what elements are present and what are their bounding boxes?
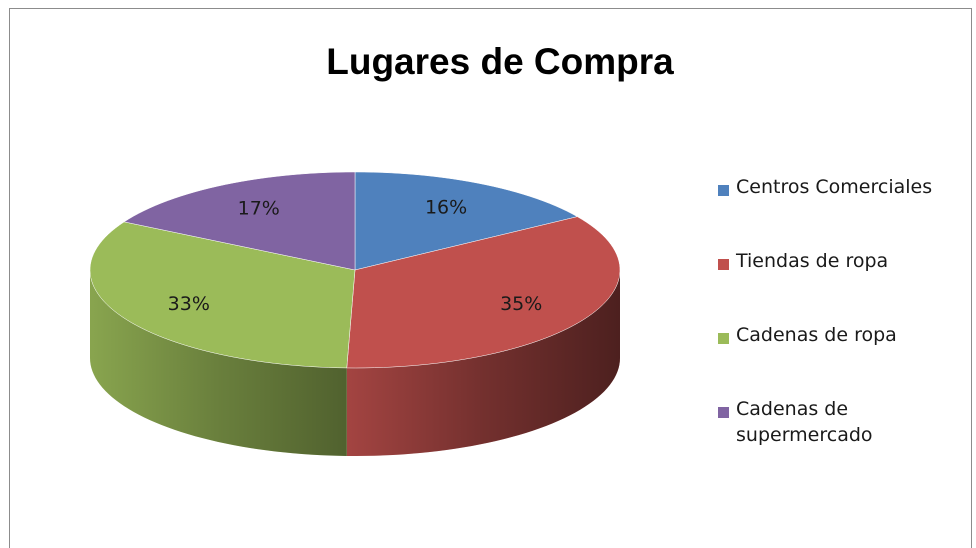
- pie-tops: [89, 171, 621, 369]
- legend-swatch: [718, 259, 729, 270]
- legend-swatch: [718, 185, 729, 196]
- data-label: 33%: [168, 293, 210, 315]
- data-label: 17%: [238, 198, 280, 220]
- legend-item: Cadenas de ropa: [718, 322, 970, 396]
- pie-slice: [346, 216, 621, 369]
- legend-swatch: [718, 407, 729, 418]
- pie-slice: [123, 171, 356, 271]
- legend-label: Cadenas de supermercado: [736, 398, 873, 446]
- chart-title: Lugares de Compra: [326, 41, 674, 82]
- legend-label: Cadenas de ropa: [736, 324, 897, 346]
- pie-slice: [89, 221, 356, 369]
- legend-swatch: [718, 333, 729, 344]
- legend-item: Tiendas de ropa: [718, 248, 970, 322]
- legend-label: Centros Comerciales: [736, 176, 933, 198]
- data-label: 35%: [500, 293, 542, 315]
- legend-item: Centros Comerciales: [718, 174, 970, 248]
- pie-sides: [90, 270, 620, 456]
- legend-label: Tiendas de ropa: [736, 250, 889, 272]
- pie-side-shade: [346, 270, 620, 456]
- pie-slice: [354, 171, 579, 271]
- chart-frame: [9, 8, 972, 548]
- legend: Centros Comerciales Tiendas de ropa Cadena…: [718, 174, 970, 470]
- pie-side-shade: [90, 270, 347, 456]
- data-label: 16%: [425, 196, 467, 218]
- legend-item: Cadenas de supermercado: [718, 396, 970, 470]
